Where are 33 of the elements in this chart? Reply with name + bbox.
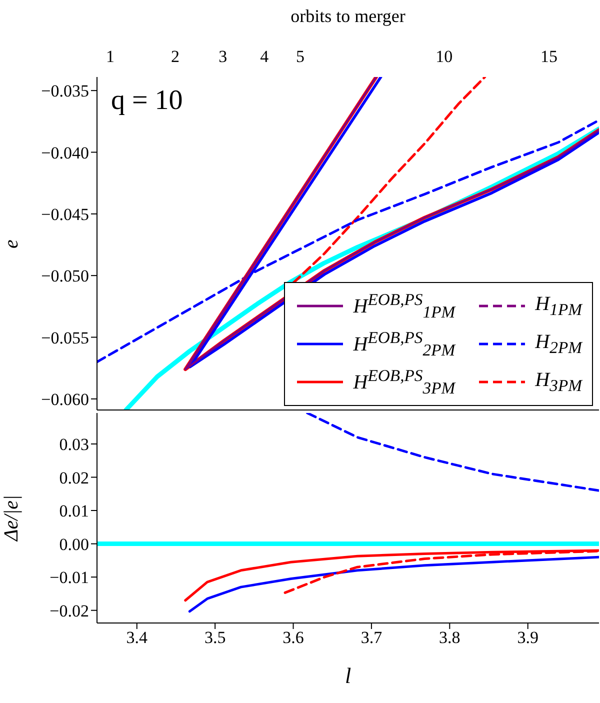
x-tick-label: 3.5 xyxy=(204,628,226,648)
y-tick-label: 0.00 xyxy=(59,534,89,554)
x2-axis-title: orbits to merger xyxy=(290,6,406,27)
text: 10 xyxy=(436,47,453,67)
x-tick-label: 3.9 xyxy=(517,628,538,648)
text: 1 xyxy=(106,47,115,67)
y-axis-title: Δe/|e| xyxy=(0,494,24,542)
text: 4 xyxy=(260,47,269,67)
text: 15 xyxy=(540,47,558,67)
annotation: q = 10 xyxy=(111,85,183,117)
text: 3 xyxy=(218,47,228,67)
y-tick-label: −0.040 xyxy=(41,143,89,162)
y-tick-label: 0.03 xyxy=(59,434,89,454)
y-tick-label: −0.055 xyxy=(41,328,89,348)
y-axis-title: e xyxy=(0,239,24,248)
y-tick-label: −0.01 xyxy=(50,568,89,588)
legend-label: H$_{3PM}$ xyxy=(535,368,582,396)
y-tick-label: 0.01 xyxy=(59,502,89,521)
x-tick-label: 3.6 xyxy=(282,628,304,648)
x-tick-label: 3.8 xyxy=(439,628,460,648)
text: 5 xyxy=(296,47,305,67)
x-tick-label: 3.4 xyxy=(126,628,148,648)
y-tick-label: −0.050 xyxy=(41,266,89,286)
legend-label: H$_{2PM}$ xyxy=(535,330,582,358)
y-tick-label: −0.035 xyxy=(41,82,89,101)
legend-label: H$_{1PM}$ xyxy=(535,292,582,320)
x-tick-label: 3.7 xyxy=(360,628,383,648)
text: 2 xyxy=(170,47,180,67)
y-tick-label: −0.045 xyxy=(41,204,89,224)
y-tick-label: −0.060 xyxy=(41,390,89,409)
x-axis-title: l xyxy=(344,663,352,689)
y-tick-label: −0.02 xyxy=(50,601,89,620)
y-tick-label: 0.02 xyxy=(59,468,89,488)
